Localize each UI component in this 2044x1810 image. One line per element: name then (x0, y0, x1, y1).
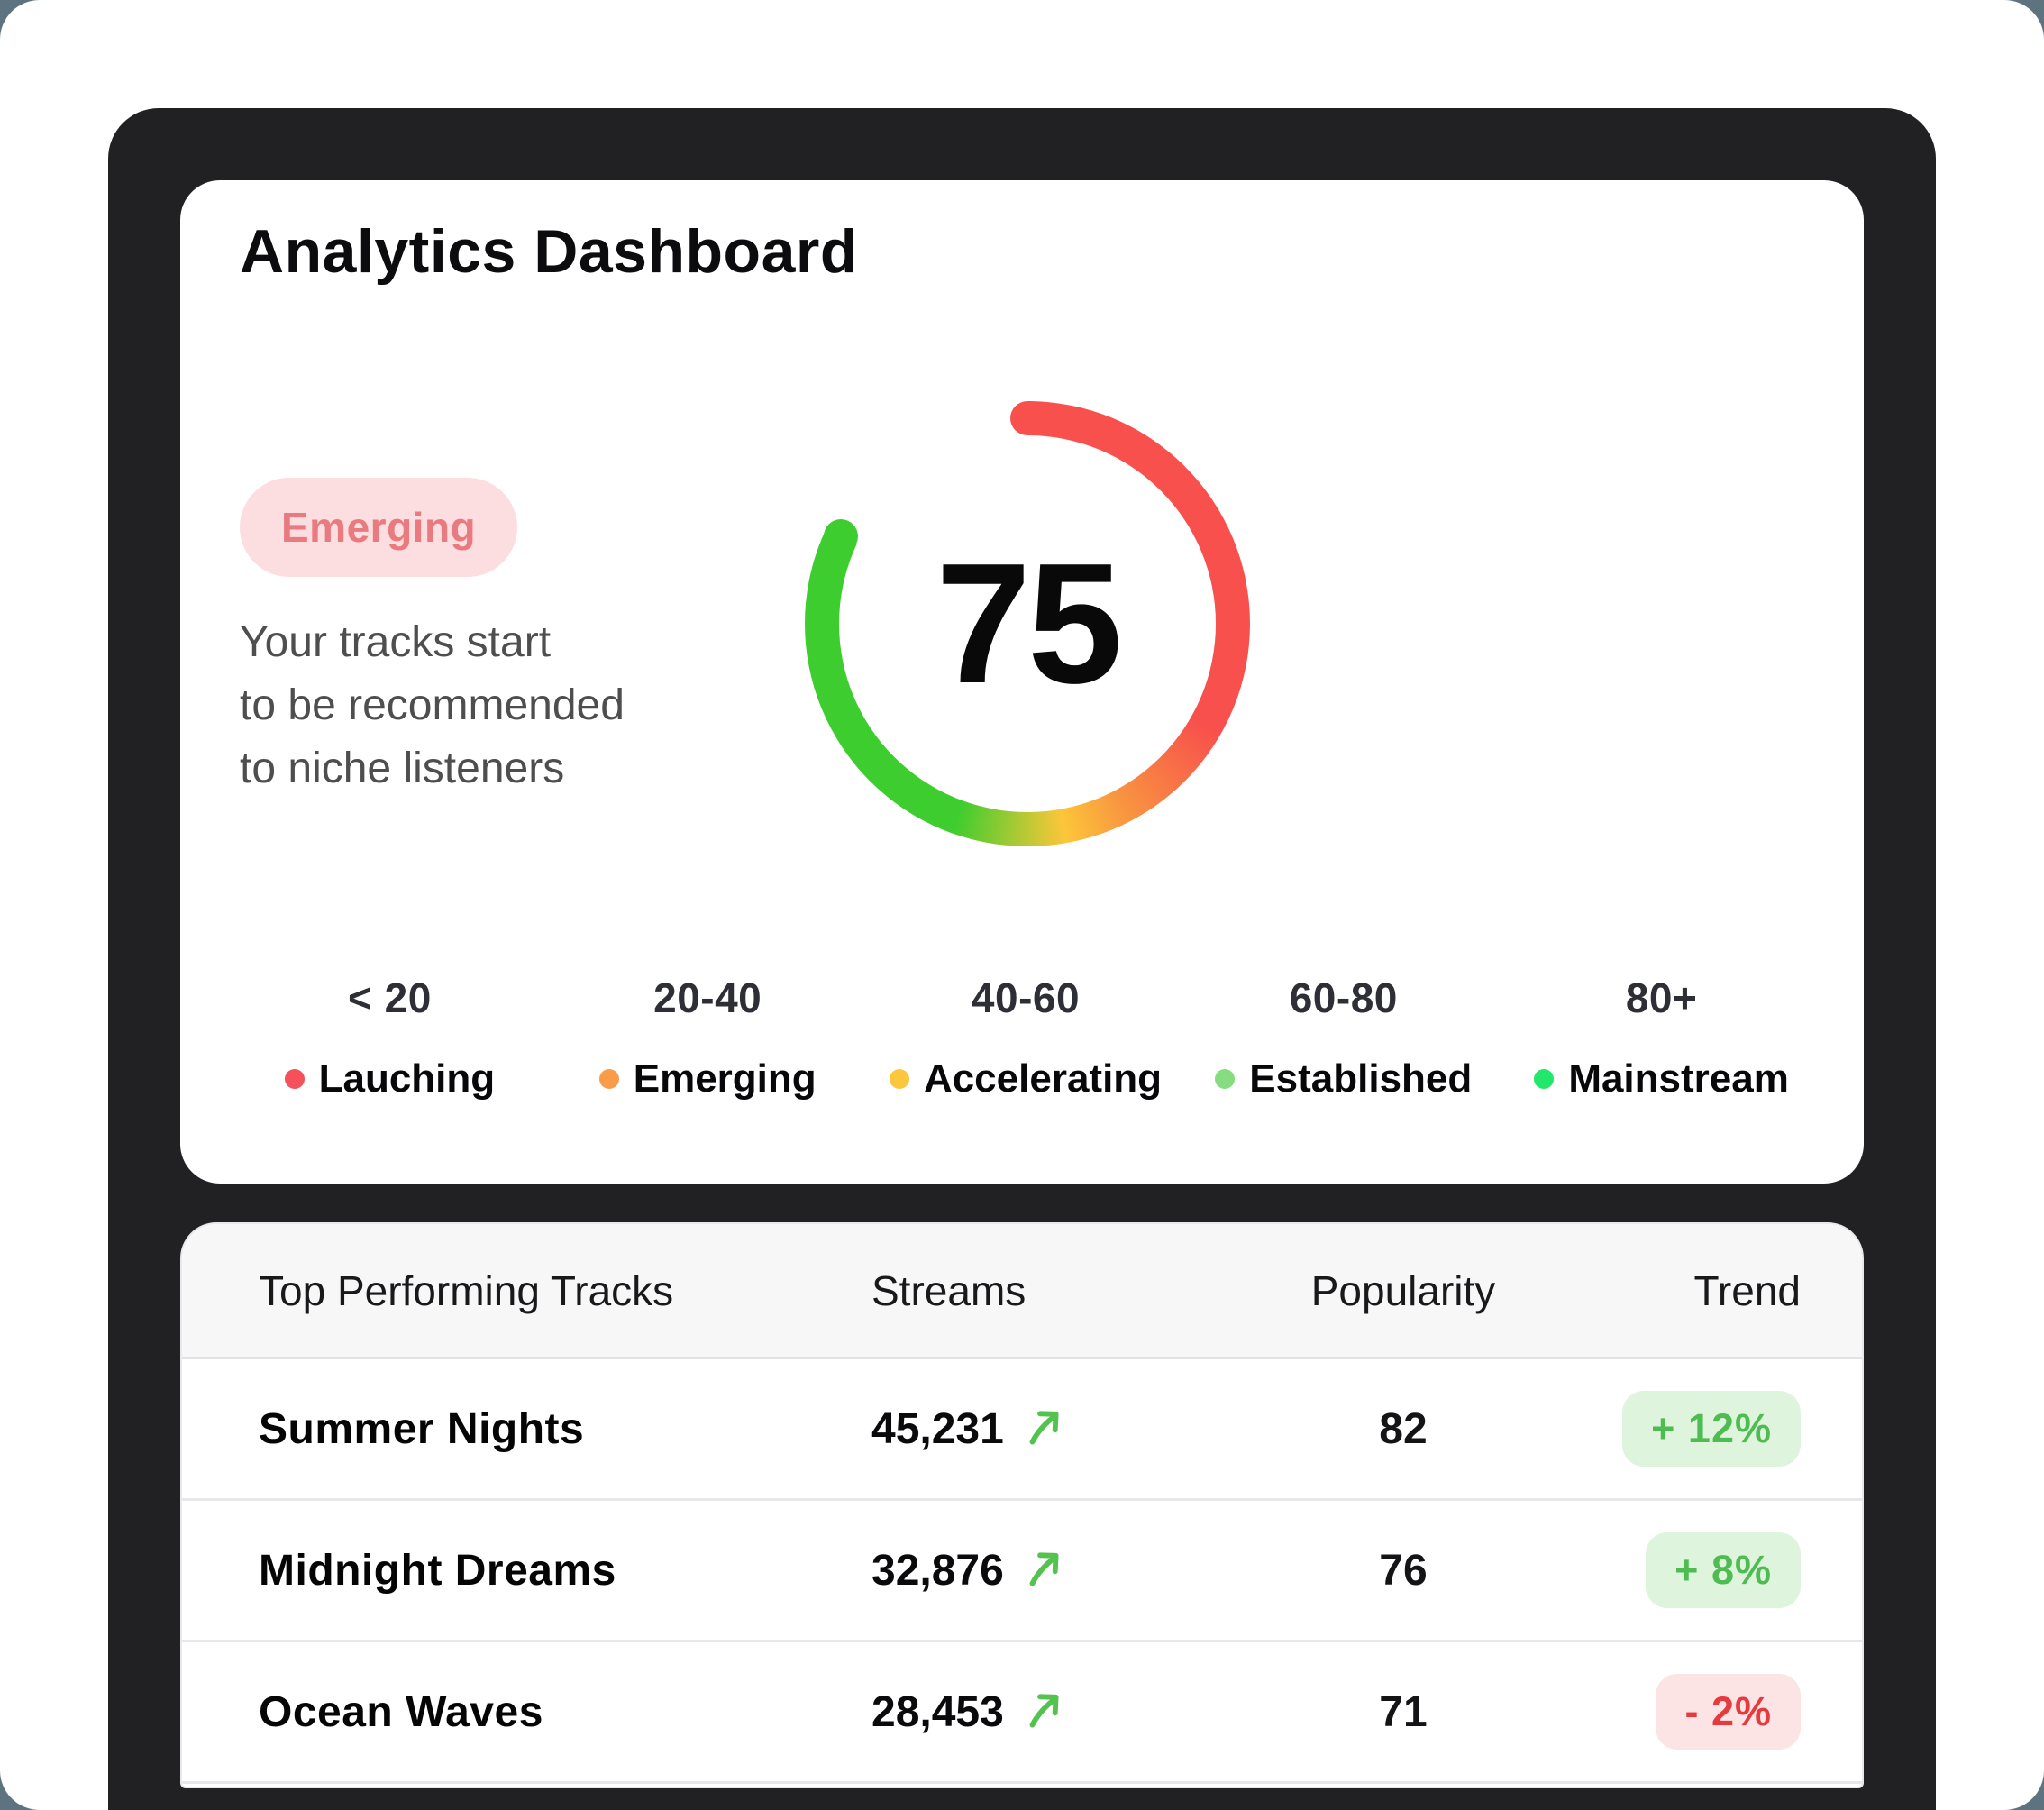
table-header-row: Top Performing Tracks Streams Popularity… (182, 1224, 1862, 1359)
legend-range: 60-80 (1289, 974, 1398, 1021)
column-header-trend: Trend (1693, 1266, 1801, 1314)
popularity-value: 76 (1379, 1546, 1428, 1595)
table-row[interactable]: Midnight Dreams 32,876 76 + 8% (182, 1501, 1862, 1642)
legend-item: 40-60 Accelerating (867, 974, 1185, 1102)
legend-label: Lauching (318, 1056, 496, 1101)
popularity-value: 71 (1379, 1687, 1428, 1736)
streams-value: 45,231 (871, 1404, 1004, 1453)
up-right-arrow-icon (1029, 1411, 1059, 1445)
up-right-arrow-icon (1029, 1694, 1059, 1728)
streams-value: 32,876 (871, 1546, 1004, 1595)
column-header-tracks: Top Performing Tracks (259, 1266, 674, 1314)
analytics-card: Analytics Dashboard Emerging Your tracks… (180, 180, 1864, 1184)
legend-dot-icon (1534, 1069, 1555, 1089)
description-line: to niche listeners (240, 745, 565, 792)
legend-item: 20-40 Emerging (549, 974, 867, 1102)
column-header-streams: Streams (871, 1266, 1027, 1314)
table-row[interactable]: Summer Nights 45,231 82 + 12% (182, 1359, 1862, 1501)
legend-label: Accelerating (923, 1056, 1163, 1101)
track-name: Ocean Waves (259, 1687, 543, 1736)
streams-value: 28,453 (871, 1687, 1004, 1736)
status-badge: Emerging (240, 478, 518, 577)
up-right-arrow-icon (1029, 1552, 1059, 1586)
description-line: to be recommended (240, 681, 625, 729)
gauge-cap-start (1010, 401, 1045, 435)
track-name: Midnight Dreams (259, 1546, 616, 1595)
top-tracks-card: Top Performing Tracks Streams Popularity… (180, 1222, 1864, 1788)
legend-range: < 20 (347, 974, 432, 1021)
streams-cell: 32,876 (871, 1546, 1205, 1595)
legend-range: 40-60 (971, 974, 1081, 1021)
legend-item: < 20 Lauching (231, 974, 549, 1102)
column-header-popularity: Popularity (1310, 1266, 1496, 1314)
score-description: Your tracks start to be recommended to n… (240, 611, 625, 800)
streams-cell: 28,453 (871, 1687, 1205, 1737)
gauge-score-value: 75 (935, 528, 1122, 719)
trend-badge: - 2% (1656, 1674, 1801, 1750)
legend-item: 80+ Mainstream (1502, 974, 1820, 1102)
device-frame: Analytics Dashboard Emerging Your tracks… (108, 108, 1936, 1810)
popularity-value: 82 (1379, 1404, 1428, 1453)
streams-cell: 45,231 (871, 1404, 1205, 1454)
legend-range: 20-40 (653, 974, 762, 1021)
gauge-hole (839, 435, 1216, 812)
legend-dot-icon (889, 1069, 909, 1089)
description-line: Your tracks start (240, 618, 552, 666)
trend-badge: + 12% (1622, 1391, 1801, 1467)
legend-dot-icon (598, 1069, 619, 1089)
legend-dot-icon (284, 1069, 305, 1089)
legend-item: 60-80 Established (1184, 974, 1502, 1102)
legend-range: 80+ (1625, 974, 1698, 1021)
page-title: Analytics Dashboard (240, 217, 858, 286)
popularity-gauge: 75 (805, 401, 1250, 846)
track-name: Summer Nights (259, 1404, 585, 1453)
gauge-legend: < 20 Lauching 20-40 Emerging 40-60 (231, 974, 1820, 1102)
trend-badge: + 8% (1646, 1532, 1801, 1608)
table-row[interactable]: Ocean Waves 28,453 71 - 2% (182, 1642, 1862, 1784)
legend-label: Mainstream (1568, 1056, 1789, 1101)
legend-dot-icon (1215, 1069, 1236, 1089)
legend-label: Emerging (633, 1056, 817, 1101)
gauge-cap-end (824, 519, 858, 553)
legend-label: Established (1249, 1056, 1473, 1101)
